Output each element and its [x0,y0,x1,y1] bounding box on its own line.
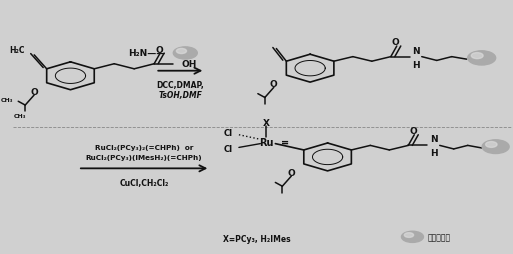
Text: H: H [412,60,420,69]
Text: ：介孔材料: ：介孔材料 [427,232,450,241]
Ellipse shape [471,53,483,59]
Text: N: N [412,46,420,55]
Ellipse shape [402,231,423,243]
Text: OH: OH [182,60,197,69]
Text: Ru: Ru [259,138,273,148]
Text: CH₃: CH₃ [1,98,13,103]
Text: CH₃: CH₃ [14,114,27,119]
Text: Cl: Cl [224,145,233,154]
Text: DCC,DMAP,: DCC,DMAP, [156,81,204,90]
Text: RuCl₂(PCy₃)(IMesH₂)(=CHPh): RuCl₂(PCy₃)(IMesH₂)(=CHPh) [86,154,203,160]
Text: N: N [430,135,438,144]
Ellipse shape [176,49,187,54]
Ellipse shape [468,52,496,66]
Text: X: X [263,118,270,127]
Text: O: O [409,127,417,136]
Ellipse shape [486,142,497,148]
Text: X=PCy₃, H₂IMes: X=PCy₃, H₂IMes [223,234,290,243]
Text: O: O [392,38,400,47]
Text: H₂C: H₂C [10,46,25,55]
Text: H₂N——: H₂N—— [128,49,165,58]
Text: O: O [270,80,278,89]
Text: H: H [430,149,438,158]
Ellipse shape [404,233,413,237]
Text: RuCl₂(PCy₃)₂(=CHPh)  or: RuCl₂(PCy₃)₂(=CHPh) or [95,144,193,150]
Text: Cl: Cl [224,129,233,138]
Text: CuCl,CH₂Cl₂: CuCl,CH₂Cl₂ [120,178,169,187]
Text: O: O [287,168,295,177]
Text: O: O [155,45,163,54]
Ellipse shape [482,140,509,154]
Text: =: = [281,137,289,147]
Text: TsOH,DMF: TsOH,DMF [159,91,202,100]
Ellipse shape [173,48,198,60]
Text: O: O [30,87,38,96]
